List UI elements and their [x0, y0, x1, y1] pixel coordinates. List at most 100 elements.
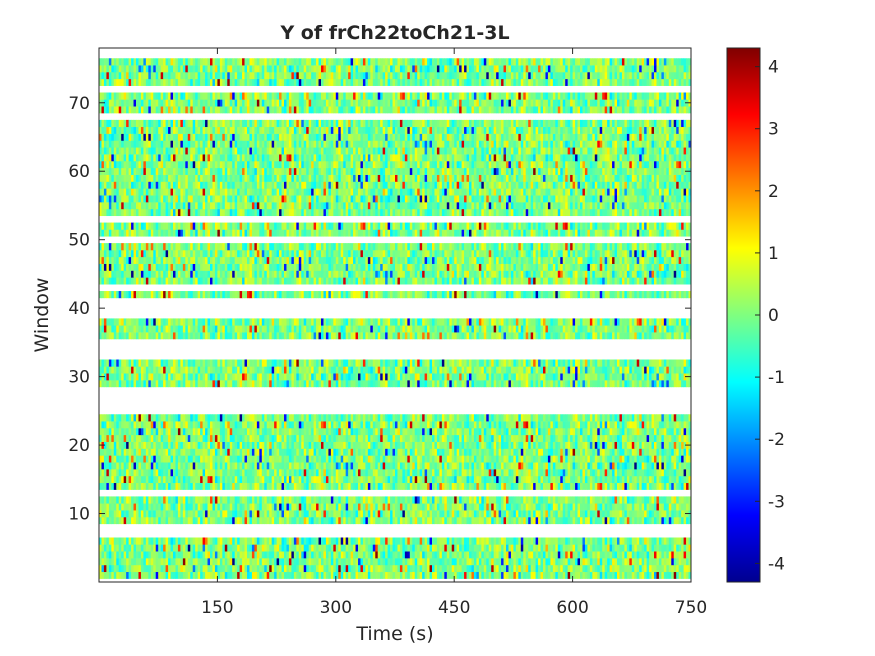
- heatmap-cell: [444, 496, 448, 504]
- heatmap-cell: [103, 448, 107, 456]
- heatmap-cell: [190, 434, 194, 442]
- heatmap-cell: [429, 421, 433, 429]
- heatmap-cell: [370, 496, 374, 504]
- heatmap-cell: [631, 469, 635, 477]
- heatmap-cell: [644, 516, 647, 525]
- heatmap-cell: [621, 448, 625, 456]
- heatmap-cell: [506, 421, 509, 429]
- heatmap-cell: [584, 558, 588, 566]
- heatmap-cell: [358, 516, 361, 525]
- heatmap-cell: [380, 434, 384, 442]
- heatmap-cell: [264, 469, 268, 477]
- heatmap-cell: [242, 414, 245, 422]
- heatmap-cell: [232, 482, 236, 490]
- heatmap-cell: [513, 434, 517, 442]
- heatmap-cell: [333, 551, 337, 559]
- heatmap-cell: [552, 469, 556, 477]
- heatmap-cell: [121, 558, 125, 566]
- heatmap-cell: [242, 516, 245, 525]
- heatmap-cell: [414, 421, 418, 429]
- heatmap-cell: [190, 516, 194, 525]
- heatmap-cell: [515, 510, 519, 518]
- heatmap-cell: [242, 496, 245, 504]
- heatmap-cell: [123, 496, 127, 504]
- heatmap-cell: [266, 462, 270, 470]
- heatmap-cell: [279, 564, 282, 573]
- heatmap-cell: [621, 496, 625, 504]
- heatmap-cell: [666, 571, 670, 579]
- heatmap-cell: [619, 496, 623, 504]
- heatmap-cell: [372, 558, 376, 566]
- heatmap-cell: [377, 455, 381, 463]
- heatmap-cell: [126, 462, 129, 470]
- heatmap-cell: [355, 462, 359, 470]
- heatmap-cell: [217, 516, 221, 525]
- heatmap-cell: [540, 516, 544, 525]
- heatmap-cell: [269, 571, 273, 579]
- heatmap-cell: [392, 421, 396, 429]
- heatmap-cell: [380, 469, 384, 477]
- heatmap-cell: [197, 434, 201, 442]
- heatmap-cell: [318, 427, 322, 436]
- heatmap-cell: [404, 427, 408, 436]
- heatmap-cell: [493, 441, 497, 449]
- heatmap-cell: [651, 537, 655, 545]
- heatmap-cell: [506, 571, 509, 579]
- heatmap-cell: [402, 551, 406, 559]
- heatmap-cell: [459, 516, 462, 525]
- heatmap-cell: [432, 537, 435, 545]
- heatmap-cell: [390, 551, 393, 559]
- heatmap-cell: [261, 516, 265, 525]
- heatmap-cell: [335, 537, 339, 545]
- heatmap-cell: [133, 448, 137, 456]
- heatmap-cell: [318, 564, 322, 573]
- heatmap-cell: [284, 510, 287, 518]
- heatmap-cell: [409, 571, 413, 579]
- heatmap-cell: [360, 482, 364, 490]
- heatmap-cell: [259, 421, 263, 429]
- heatmap-cell: [397, 551, 401, 559]
- heatmap-cell: [392, 503, 396, 511]
- heatmap-cell: [205, 496, 208, 504]
- heatmap-cell: [399, 455, 403, 463]
- heatmap-cell: [311, 537, 314, 545]
- heatmap-cell: [609, 510, 613, 518]
- heatmap-cell: [678, 496, 682, 504]
- heatmap-cell: [473, 537, 477, 545]
- heatmap-cell: [264, 448, 268, 456]
- heatmap-cell: [486, 469, 490, 477]
- heatmap-cell: [343, 434, 347, 442]
- heatmap-cell: [353, 516, 356, 525]
- heatmap-cell: [478, 571, 482, 579]
- heatmap-cell: [436, 496, 440, 504]
- heatmap-cell: [501, 510, 504, 518]
- heatmap-cell: [654, 503, 657, 511]
- heatmap-cell: [348, 503, 351, 511]
- heatmap-cell: [688, 448, 692, 456]
- heatmap-cell: [301, 544, 305, 552]
- heatmap-cell: [136, 421, 139, 429]
- heatmap-cell: [121, 434, 125, 442]
- heatmap-cell: [288, 469, 292, 477]
- heatmap-cell: [143, 516, 147, 525]
- heatmap-cell: [513, 414, 517, 422]
- heatmap-cell: [234, 537, 238, 545]
- heatmap-cell: [599, 462, 603, 470]
- heatmap-cell: [390, 448, 393, 456]
- heatmap-cell: [323, 462, 327, 470]
- heatmap-cell: [451, 482, 455, 490]
- heatmap-cell: [106, 469, 110, 477]
- heatmap-cell: [99, 448, 102, 456]
- heatmap-cell: [148, 503, 152, 511]
- heatmap-cell: [459, 441, 462, 449]
- heatmap-cell: [318, 414, 322, 422]
- heatmap-cell: [552, 427, 556, 436]
- heatmap-cell: [506, 469, 509, 477]
- heatmap-cell: [508, 414, 512, 422]
- heatmap-cell: [599, 427, 603, 436]
- heatmap-cell: [446, 427, 450, 436]
- heatmap-cell: [658, 537, 662, 545]
- heatmap-cell: [205, 462, 208, 470]
- heatmap-cell: [456, 441, 460, 449]
- heatmap-cell: [520, 462, 524, 470]
